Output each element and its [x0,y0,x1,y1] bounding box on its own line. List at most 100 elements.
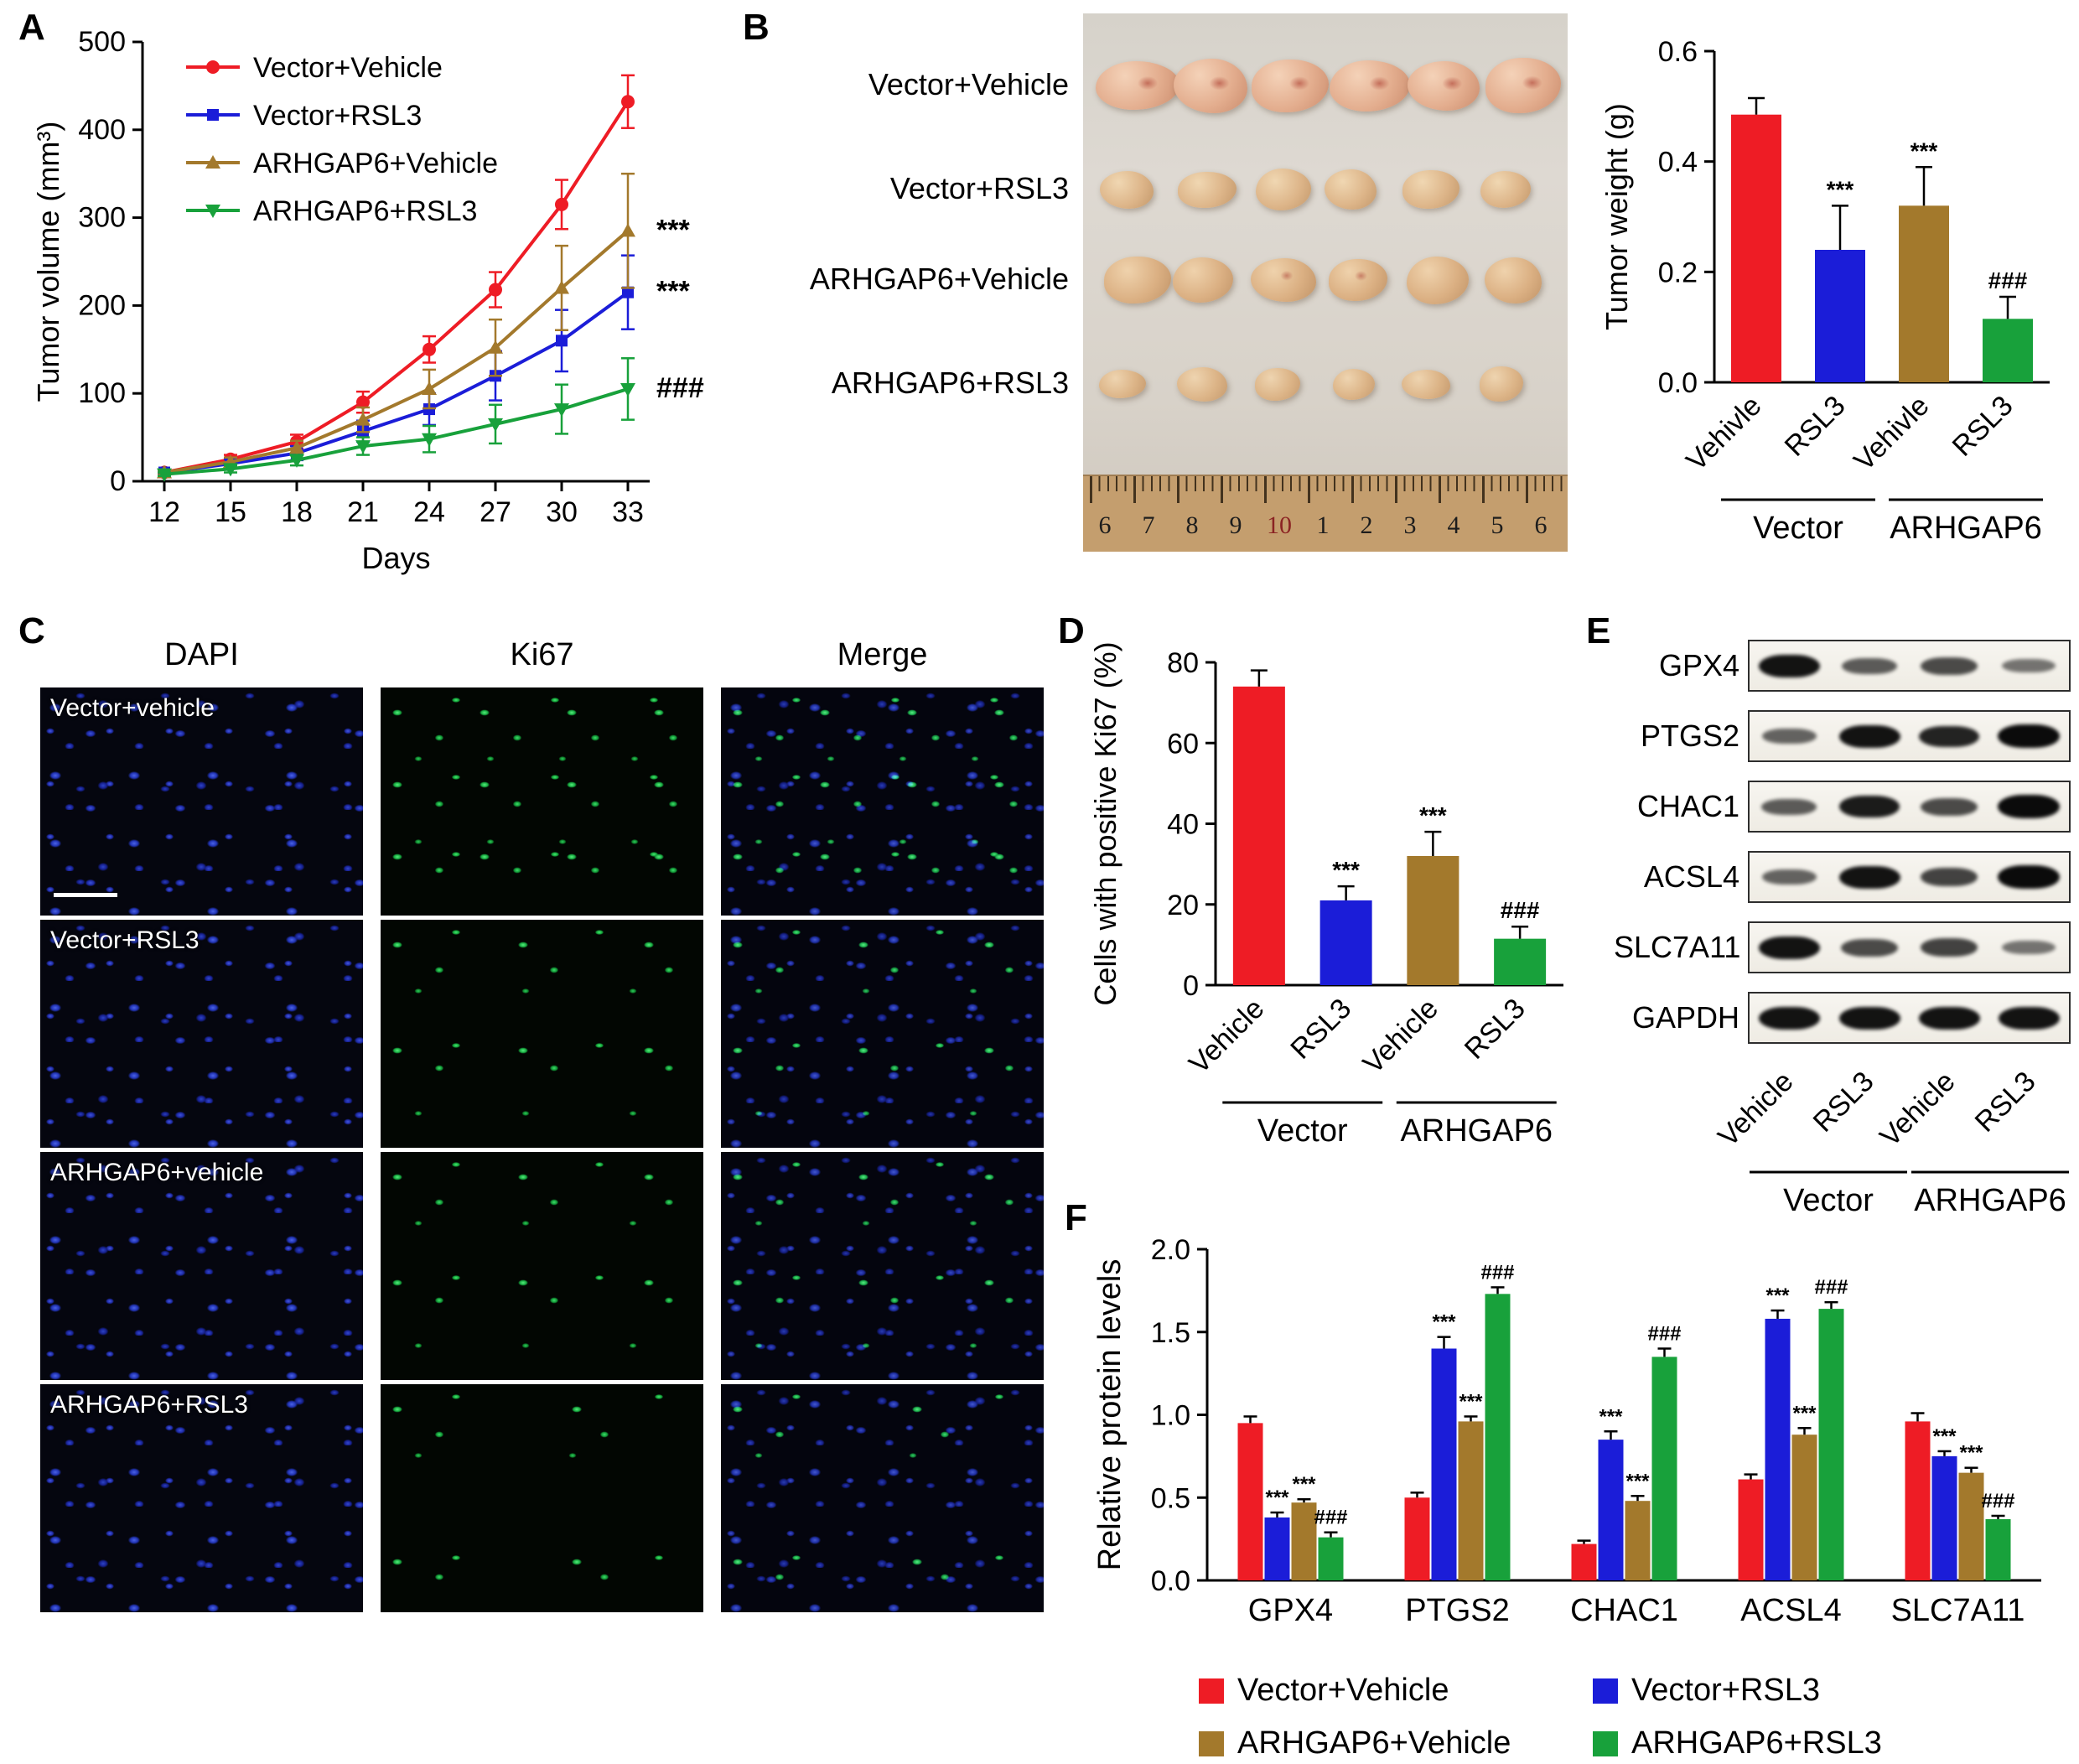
bar [1571,1544,1597,1580]
bar [1232,686,1285,985]
significance-annotation: *** [1599,1405,1623,1428]
tumor-sample [1325,169,1376,210]
dapi-image: Vector+vehicle [40,687,363,916]
blot-row-gapdh: GAPDH [1614,983,2071,1053]
svg-text:80: 80 [1167,647,1199,679]
ki67-stain-layer [721,1384,1044,1612]
significance-annotation: *** [1959,1442,1983,1465]
significance-annotation: *** [1459,1390,1483,1413]
ruler-number: 6 [1098,511,1112,539]
bar [1318,1537,1344,1580]
protein-band [1839,796,1900,817]
tumor-sample [1100,170,1154,209]
significance-annotation: ### [1480,1261,1514,1284]
bar [1494,938,1547,985]
bar [1651,1357,1677,1580]
tumor-sample [1096,61,1179,110]
significance-annotation: *** [1332,857,1360,883]
protein-label: PTGS2 [1640,719,1739,753]
protein-band [1758,1006,1820,1030]
tumor-sample [1255,367,1300,401]
ki67-stain-layer [721,687,1044,916]
tumor-sample [1099,370,1146,398]
svg-text:0.0: 0.0 [1658,367,1698,399]
column-header-ki67: Ki67 [510,637,574,672]
ruler: 6 7 8 9 10 1 2 3 4 5 6 [1083,475,1568,552]
image-row-label: Vector+vehicle [50,694,215,722]
legend-label: ARHGAP6+RSL3 [253,195,477,227]
significance-annotation: *** [656,214,690,246]
merge-image [721,1384,1044,1612]
protein-band [1761,869,1817,885]
svg-text:100: 100 [78,377,126,409]
image-row-label: ARHGAP6+vehicle [50,1159,264,1186]
ruler-ticks [1090,476,1568,506]
svg-text:500: 500 [78,26,126,58]
image-row-label: ARHGAP6+RSL3 [50,1391,248,1419]
significance-annotation: ### [1647,1323,1681,1346]
x-tick-label: ACSL4 [1740,1593,1841,1628]
svg-text:0.0: 0.0 [1151,1565,1190,1597]
tumor-sample [1173,257,1233,303]
tumor-sample [1480,171,1531,208]
bar [1431,1348,1457,1580]
y-axis-label: Tumor volume (mm³) [31,122,65,402]
tumor-sample [1485,257,1542,304]
significance-annotation: ### [1314,1507,1347,1529]
ki67-stain-layer [721,920,1044,1148]
significance-annotation: *** [1292,1473,1316,1496]
group-label: Vector [1257,1113,1348,1149]
svg-text:1.5: 1.5 [1151,1317,1190,1349]
panel-label-e: E [1586,610,1611,651]
ruler-number: 1 [1316,511,1330,539]
bar [1931,1455,1957,1580]
ki67-stain-layer [381,687,703,916]
legend-label: ARHGAP6+Vehicle [253,148,498,179]
protein-band [1838,724,1900,748]
x-tick-label: GPX4 [1248,1593,1333,1628]
legend-swatch [1593,1678,1618,1704]
protein-label: CHAC1 [1636,789,1739,823]
protein-chart-legend: Vector+Vehicle Vector+RSL3 ARHGAP6+Vehicle… [1199,1673,1987,1761]
protein-band [2002,941,2056,954]
protein-band [1838,1006,1900,1030]
bar [1791,1435,1817,1580]
protein-band [1761,798,1817,815]
fluorescence-column-headers: DAPI Ki67 Merge [0,637,2079,676]
y-axis-label: Relative protein levels [1092,1259,1128,1571]
protein-band [1761,729,1817,744]
svg-text:0.5: 0.5 [1151,1482,1190,1514]
tumor-volume-line-chart: 0 100 200 300 400 500 12 15 18 21 24 27 30 33 Days Tumo… [31,26,704,575]
ruler-number: 4 [1447,511,1460,539]
blot-strip [1748,921,2071,973]
panel-label-a: A [18,7,45,48]
svg-text:27: 27 [480,496,511,528]
x-tick-label: RSL3 [1284,993,1357,1066]
significance-annotation: *** [656,276,690,308]
svg-text:0: 0 [110,465,126,497]
protein-band [1758,654,1820,677]
significance-annotation: ### [1501,897,1540,923]
tumor-sample [1402,170,1459,209]
tumor-sample [1480,366,1523,402]
blot-strip [1748,710,2071,762]
svg-text:18: 18 [281,496,313,528]
significance-annotation: *** [1792,1402,1817,1424]
ruler-number: 9 [1229,511,1242,539]
bar [1958,1472,1984,1580]
bar [1731,114,1781,382]
image-row-label: Vector+RSL3 [50,926,200,954]
significance-annotation: *** [1932,1425,1957,1448]
blot-row-ptgs2: PTGS2 [1614,701,2071,771]
svg-text:60: 60 [1167,728,1199,760]
protein-band [1919,725,1979,747]
significance-annotation: *** [1911,137,1938,163]
bar [1264,1517,1290,1580]
dapi-stain-layer [40,920,363,1148]
lane-label: Vehicle [1874,1066,1961,1153]
bar [1738,1479,1764,1580]
legend-item: ARHGAP6+Vehicle [1199,1725,1593,1761]
tumor-sample [1485,58,1561,113]
significance-annotation: *** [1419,802,1447,828]
